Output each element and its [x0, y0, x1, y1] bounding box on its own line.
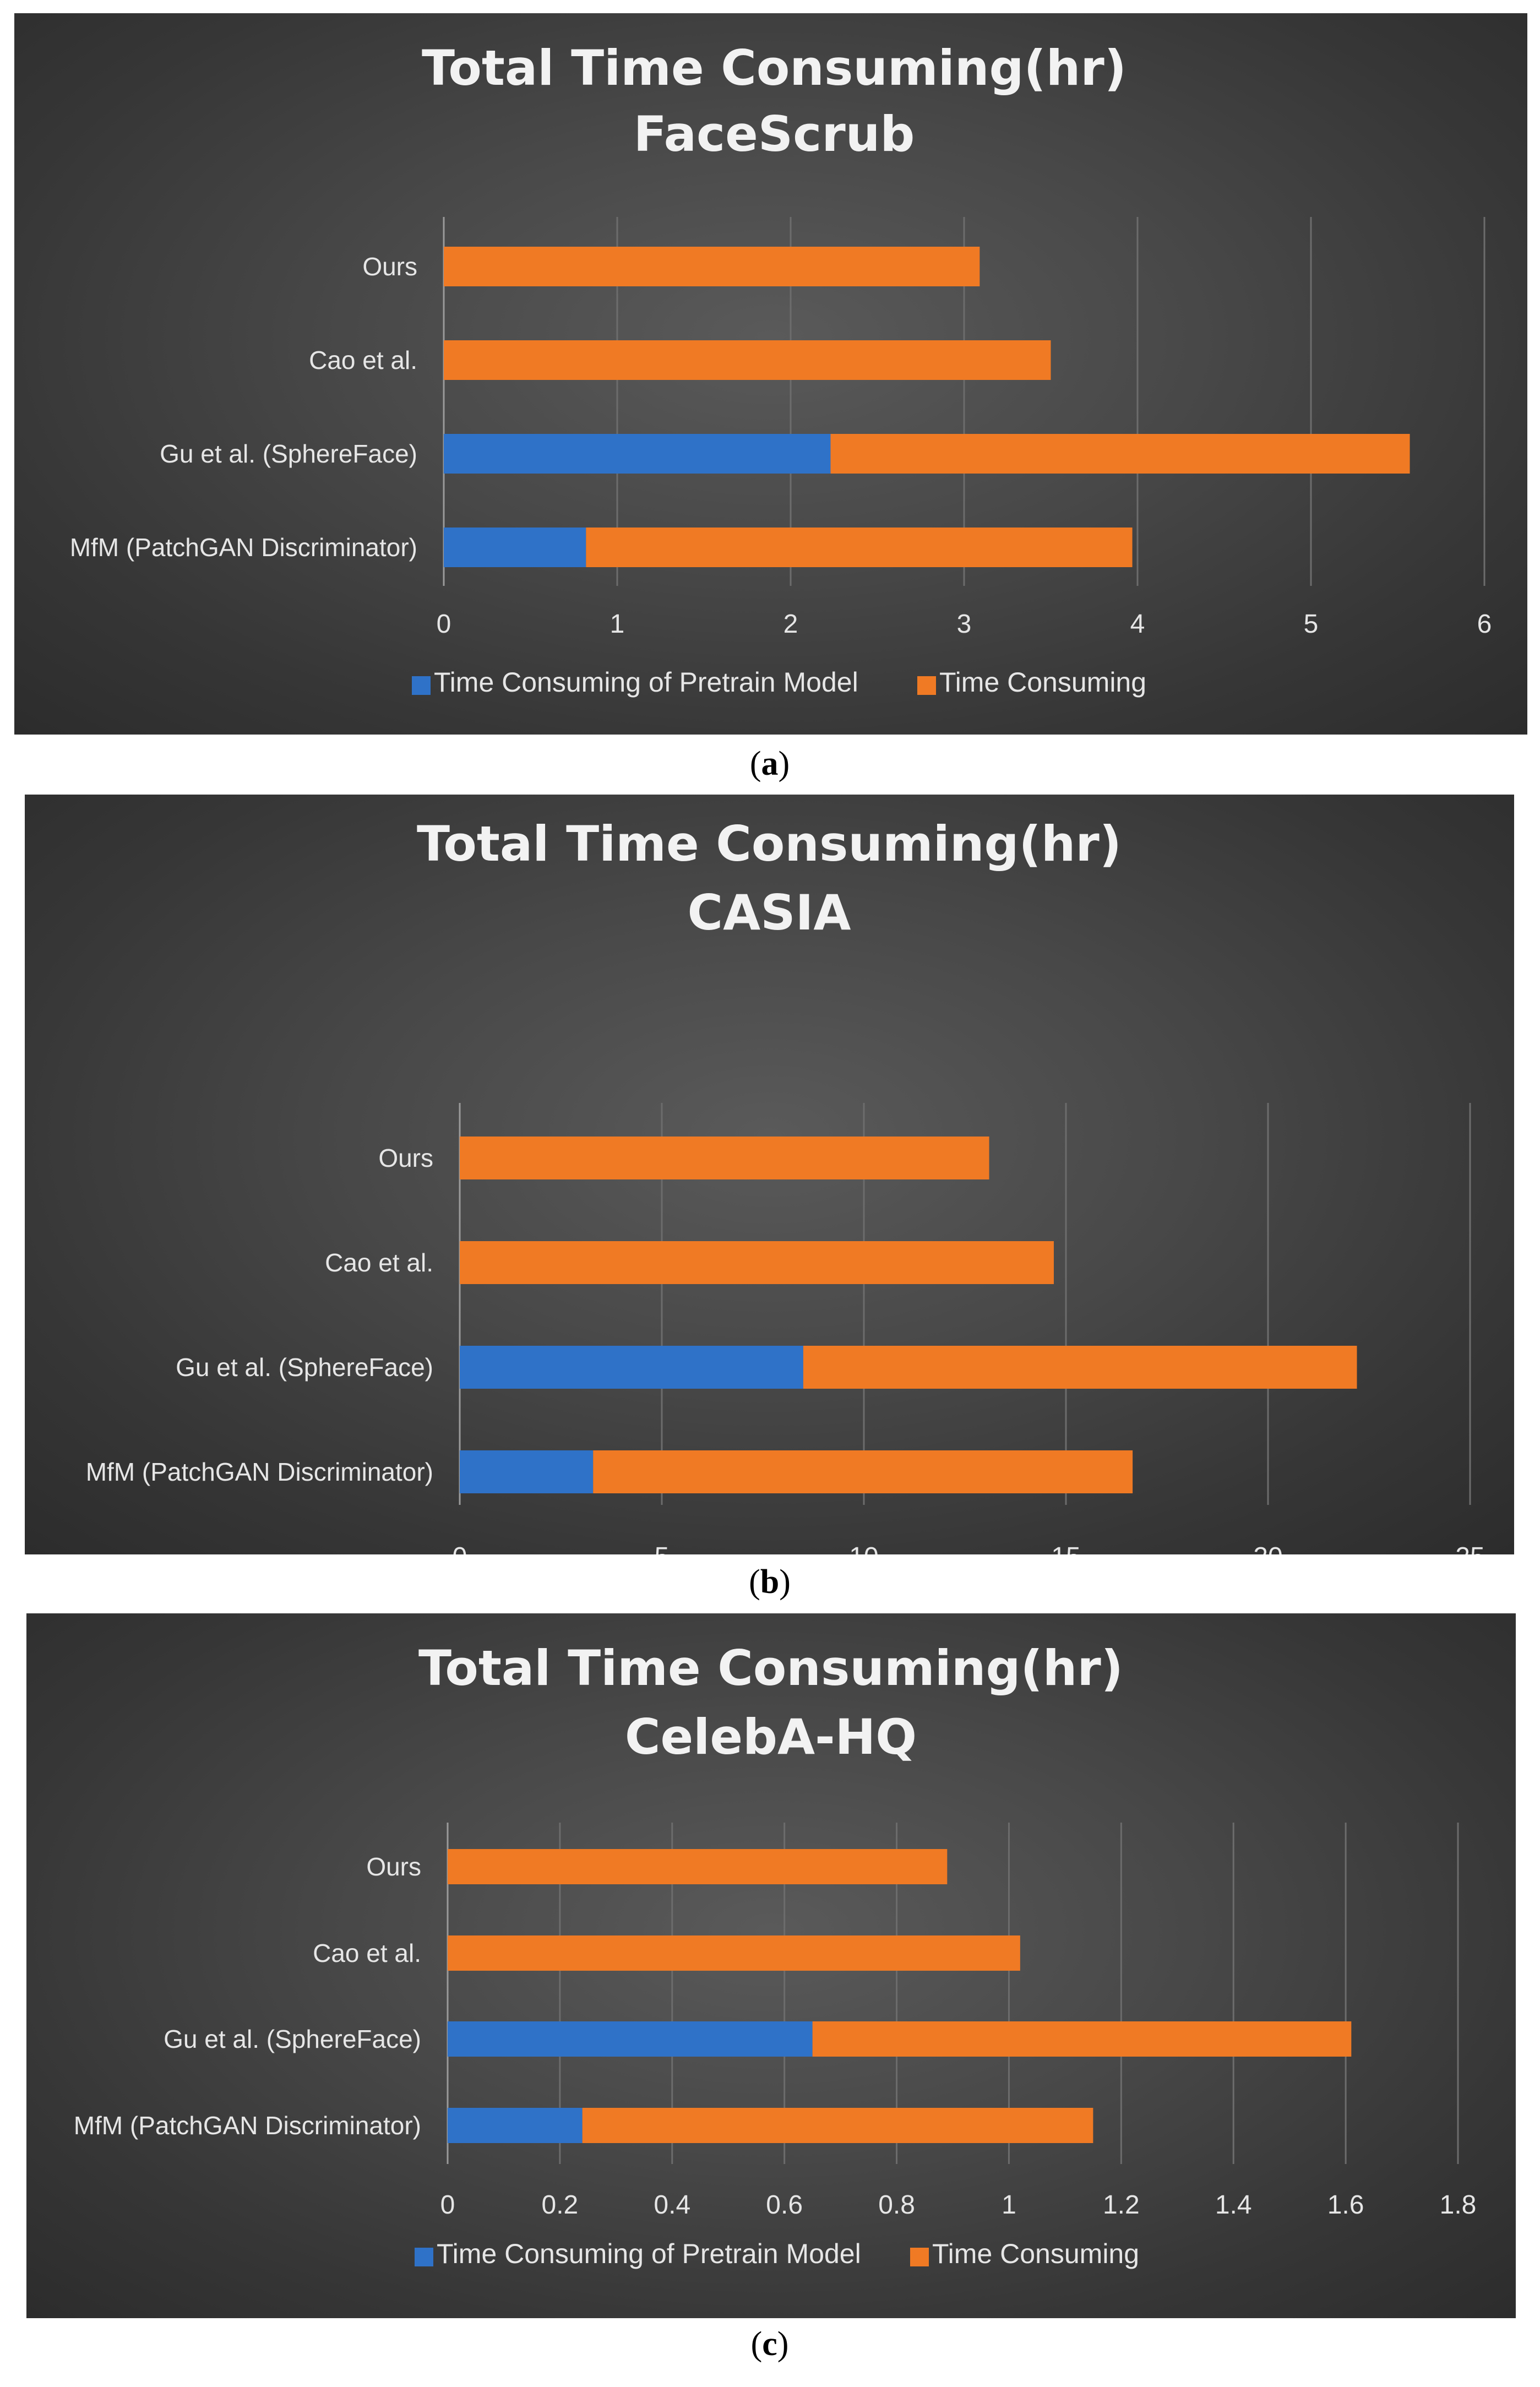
bar-time [582, 2108, 1093, 2143]
category-label: Cao et al. [313, 1939, 421, 1967]
legend-swatch-pretrain [412, 676, 431, 695]
x-tick-label: 1.4 [1215, 2190, 1252, 2220]
x-tick-label: 5 [1304, 610, 1319, 639]
caption-b-close: ) [779, 1563, 791, 1601]
caption-c-open: ( [750, 2325, 763, 2363]
caption-a: (a) [715, 744, 825, 784]
x-tick-label: 20 [1253, 1542, 1282, 1554]
category-label: MfM (PatchGAN Discriminator) [70, 533, 417, 562]
bar-pretrain [444, 434, 831, 474]
bar-time [448, 1849, 948, 1884]
x-tick-label: 1 [610, 610, 625, 639]
x-tick-label: 1.8 [1440, 2190, 1477, 2220]
category-label: Ours [366, 1852, 421, 1881]
caption-a-open: ( [749, 745, 761, 782]
bar-pretrain [460, 1450, 594, 1493]
category-label: Ours [378, 1144, 433, 1172]
chart-title: Total Time Consuming(hr) [422, 40, 1127, 96]
bar-time [593, 1450, 1133, 1493]
legend-label-time: Time Consuming [939, 667, 1146, 698]
x-tick-label: 4 [1130, 610, 1145, 639]
x-tick-label: 3 [957, 610, 972, 639]
legend-label-pretrain: Time Consuming of Pretrain Model [437, 2238, 861, 2269]
bar-time [444, 247, 980, 286]
caption-a-letter: a [761, 745, 779, 782]
bar-time [444, 340, 1051, 380]
chart-svg-casia: Total Time Consuming(hr) CASIA 0 5 10 15 20 25 O… [86, 815, 1485, 1554]
chart-title: Total Time Consuming(hr) [418, 1640, 1123, 1697]
category-label: Ours [362, 252, 417, 281]
bar-pretrain [444, 528, 586, 567]
chart-title: Total Time Consuming(hr) [417, 815, 1122, 872]
bar-time [460, 1241, 1054, 1284]
caption-b: (b) [715, 1563, 825, 1602]
bar-pretrain [448, 2108, 583, 2143]
category-label: Gu et al. (SphereFace) [160, 439, 417, 468]
x-tick-label: 1.2 [1103, 2190, 1140, 2220]
bar-time [830, 434, 1410, 474]
chart-panel-facescrub: Total Time Consuming(hr) FaceScrub 0 1 2 3 4 5 6… [14, 13, 1527, 735]
legend-swatch-time [917, 676, 936, 695]
legend-label-time: Time Consuming [932, 2238, 1139, 2269]
caption-b-letter: b [760, 1563, 780, 1601]
legend-swatch-time [910, 2248, 929, 2266]
x-tick-label: 1.6 [1327, 2190, 1364, 2220]
x-tick-label: 5 [655, 1542, 670, 1554]
x-tick-label: 0 [437, 610, 451, 639]
caption-c-letter: c [762, 2325, 777, 2363]
x-tick-label: 0.6 [766, 2190, 803, 2220]
category-label: Gu et al. (SphereFace) [164, 2025, 421, 2053]
category-label: Cao et al. [309, 346, 417, 374]
category-label: MfM (PatchGAN Discriminator) [74, 2111, 421, 2140]
bar-time [460, 1137, 989, 1179]
x-tick-label: 0.4 [654, 2190, 690, 2220]
x-tick-label: 0.8 [878, 2190, 915, 2220]
category-label: MfM (PatchGAN Discriminator) [86, 1458, 433, 1486]
chart-subtitle: CASIA [688, 884, 851, 941]
category-label: Cao et al. [325, 1248, 433, 1277]
bar-time [803, 1346, 1357, 1389]
chart-subtitle: FaceScrub [634, 106, 915, 162]
chart-svg-celebahq: Total Time Consuming(hr) CelebA-HQ 0 0.2 0.4… [74, 1640, 1477, 2269]
chart-panel-celebahq: Total Time Consuming(hr) CelebA-HQ 0 0.2 0.4… [26, 1613, 1516, 2318]
x-tick-label: 15 [1051, 1542, 1080, 1554]
category-label: Gu et al. (SphereFace) [176, 1353, 433, 1382]
chart-panel-casia: Total Time Consuming(hr) CASIA 0 5 10 15 20 25 O… [25, 795, 1514, 1554]
x-tick-label: 0.2 [542, 2190, 579, 2220]
x-tick-label: 2 [783, 610, 798, 639]
x-tick-label: 10 [849, 1542, 878, 1554]
legend-label-pretrain: Time Consuming of Pretrain Model [434, 667, 858, 698]
x-tick-label: 6 [1477, 610, 1492, 639]
x-tick-label: 1 [1002, 2190, 1016, 2220]
x-tick-label: 0 [453, 1542, 467, 1554]
caption-b-open: ( [749, 1563, 760, 1601]
bar-time [812, 2021, 1352, 2057]
chart-subtitle: CelebA-HQ [625, 1709, 917, 1765]
chart-svg-facescrub: Total Time Consuming(hr) FaceScrub 0 1 2 3 4 5 6… [70, 40, 1492, 698]
bar-time [586, 528, 1133, 567]
x-tick-label: 0 [440, 2190, 455, 2220]
x-tick-label: 25 [1455, 1542, 1484, 1554]
caption-c: (c) [715, 2325, 825, 2364]
caption-c-close: ) [777, 2325, 789, 2363]
bar-pretrain [448, 2021, 813, 2057]
legend-swatch-pretrain [415, 2248, 433, 2266]
bar-pretrain [460, 1346, 803, 1389]
caption-a-close: ) [778, 745, 790, 782]
bar-time [448, 1935, 1020, 1971]
